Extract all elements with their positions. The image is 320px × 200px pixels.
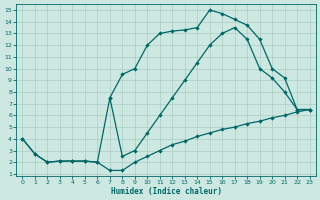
X-axis label: Humidex (Indice chaleur): Humidex (Indice chaleur): [110, 187, 221, 196]
